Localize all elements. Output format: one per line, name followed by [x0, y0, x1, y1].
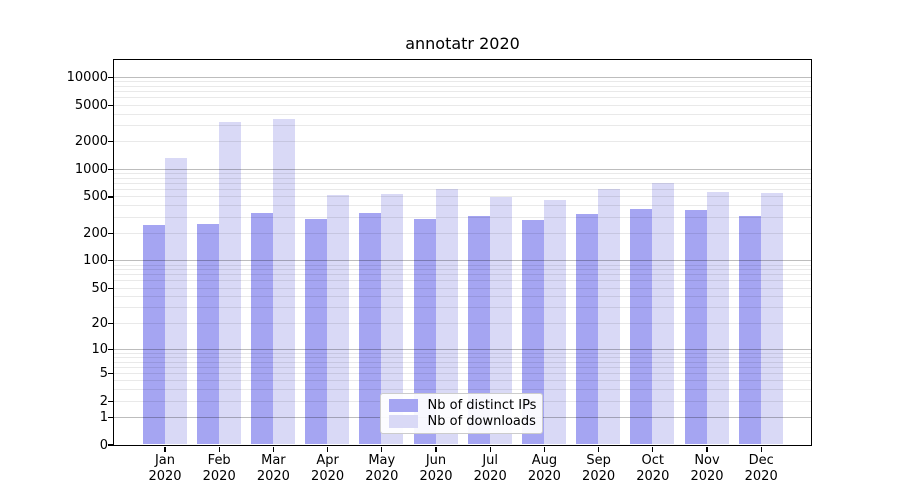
y-tick-mark [107, 372, 113, 375]
y-tick-mark [107, 348, 113, 350]
bar-downloads-jul [489, 196, 512, 445]
legend-item-downloads: Nb of downloads [388, 413, 536, 429]
bar-distinct-ips-nov [684, 209, 707, 445]
x-tick-mark [489, 446, 491, 452]
y-tick-mark [107, 287, 113, 289]
x-tick-label: Aug 2020 [527, 453, 561, 484]
bar-downloads-feb [218, 122, 241, 445]
y-tick-mark [107, 196, 113, 198]
bar-downloads-apr [327, 195, 350, 445]
legend-label-distinct-ips: Nb of distinct IPs [427, 397, 537, 413]
legend-item-distinct-ips: Nb of distinct IPs [388, 397, 537, 413]
bar-downloads-may [381, 193, 404, 445]
legend-swatch-distinct-ips-icon [388, 398, 418, 412]
x-tick-label: Apr 2020 [311, 453, 345, 484]
x-tick-label: Oct 2020 [636, 453, 670, 484]
x-tick-mark [706, 446, 708, 452]
bar-downloads-dec [760, 192, 783, 445]
bars-layer [114, 60, 811, 445]
x-tick-label: Dec 2020 [744, 453, 778, 484]
y-tick-label: 10 [91, 341, 108, 357]
x-tick-mark [598, 446, 600, 452]
y-tick-label: 50 [91, 280, 108, 296]
y-tick-mark [107, 416, 113, 418]
x-tick-mark [435, 446, 437, 452]
x-tick-label: Jan 2020 [148, 453, 182, 484]
x-tick-label: Feb 2020 [202, 453, 236, 484]
x-tick-label: Nov 2020 [690, 453, 724, 484]
bar-distinct-ips-jun [413, 219, 436, 445]
y-tick-label: 1 [99, 409, 108, 425]
x-tick-mark [543, 446, 545, 452]
bar-distinct-ips-apr [305, 218, 328, 445]
chart-title: annotatr 2020 [405, 34, 520, 53]
y-tick-label: 200 [83, 225, 108, 241]
bar-downloads-oct [652, 182, 675, 445]
x-tick-mark [327, 446, 329, 452]
bar-distinct-ips-aug [521, 220, 544, 445]
bar-downloads-nov [706, 191, 729, 445]
y-tick-label: 1000 [74, 161, 108, 177]
x-tick-mark [760, 446, 762, 452]
x-tick-mark [272, 446, 274, 452]
y-tick-label: 5000 [74, 97, 108, 113]
bar-distinct-ips-mar [250, 212, 273, 445]
y-tick-mark [107, 76, 113, 79]
y-tick-mark [107, 260, 113, 262]
x-tick-label: Jun 2020 [419, 453, 453, 484]
x-tick-mark [381, 446, 383, 452]
x-tick-label: May 2020 [365, 453, 399, 484]
plot-area: Nb of distinct IPs Nb of downloads [112, 58, 812, 446]
bar-distinct-ips-jan [142, 225, 165, 445]
bar-downloads-mar [272, 118, 295, 445]
y-tick-mark [107, 322, 113, 325]
y-tick-mark [107, 141, 113, 143]
y-tick-label: 0 [99, 437, 108, 453]
y-tick-mark [107, 168, 113, 170]
x-tick-mark [652, 446, 654, 452]
x-tick-mark [218, 446, 220, 452]
bar-distinct-ips-may [359, 212, 382, 445]
y-tick-mark [107, 104, 113, 106]
bar-downloads-sep [598, 189, 621, 445]
bar-distinct-ips-dec [738, 216, 761, 445]
bar-distinct-ips-sep [576, 213, 599, 445]
x-tick-label: Jul 2020 [473, 453, 507, 484]
y-tick-mark [107, 400, 113, 402]
bar-downloads-aug [543, 200, 566, 445]
bar-distinct-ips-feb [196, 224, 219, 445]
y-tick-label: 2 [99, 393, 108, 409]
legend-label-downloads: Nb of downloads [427, 413, 536, 429]
y-tick-label: 10000 [66, 69, 108, 85]
y-tick-label: 100 [83, 253, 108, 269]
x-tick-label: Sep 2020 [582, 453, 616, 484]
x-tick-mark [164, 446, 166, 452]
legend-swatch-downloads-icon [388, 414, 418, 428]
bar-distinct-ips-jul [467, 216, 490, 445]
y-tick-label: 500 [83, 189, 108, 205]
bar-downloads-jun [435, 188, 458, 445]
x-tick-label: Mar 2020 [256, 453, 290, 484]
y-tick-mark [107, 444, 113, 446]
bar-downloads-jan [164, 158, 187, 445]
y-tick-label: 5 [99, 366, 108, 381]
y-tick-label: 20 [91, 316, 108, 332]
y-tick-label: 2000 [74, 134, 108, 150]
legend: Nb of distinct IPs Nb of downloads [379, 392, 543, 434]
bar-distinct-ips-oct [630, 208, 653, 445]
y-tick-mark [107, 232, 113, 234]
